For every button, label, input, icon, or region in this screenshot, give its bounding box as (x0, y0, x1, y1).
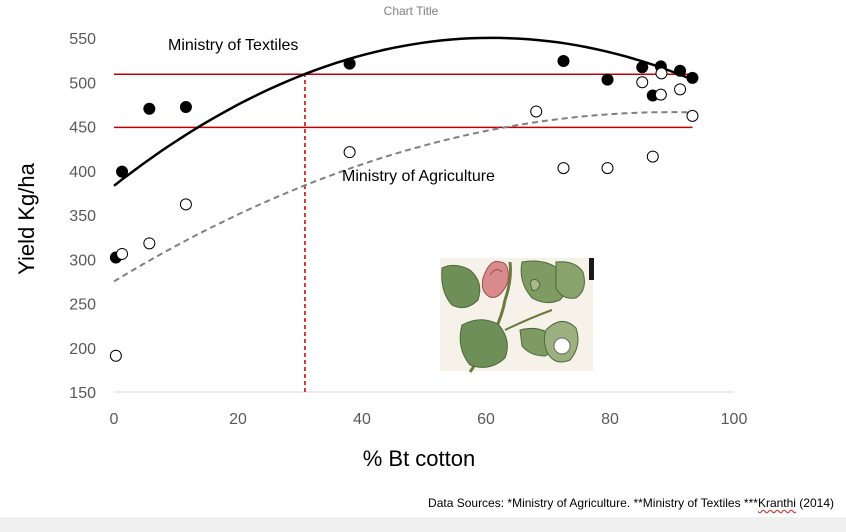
textiles-data-point (636, 61, 649, 74)
x-axis-ticks: 0 20 40 60 80 100 (110, 411, 748, 428)
agriculture-data-point (143, 237, 156, 250)
data-sources-year: (2014) (795, 496, 834, 510)
data-sources-author: Kranthi (757, 496, 796, 510)
y-tick-label: 550 (69, 31, 96, 48)
agriculture-data-point (646, 150, 659, 163)
annotation-ministry-of-textiles: Ministry of Textiles (168, 37, 298, 54)
data-sources-note: Data Sources: *Ministry of Agriculture. … (0, 496, 834, 510)
trendline-ministry-of-textiles (113, 36, 693, 187)
agriculture-data-point (654, 88, 667, 101)
agriculture-data-point (530, 105, 543, 118)
y-tick-label: 250 (69, 297, 96, 314)
agriculture-data-point (674, 83, 687, 96)
y-tick-label: 150 (69, 385, 96, 402)
y-axis-label: Yield Kg/ha (14, 162, 39, 274)
textiles-data-point (143, 102, 156, 115)
chart-title: Chart Title (384, 4, 439, 18)
agriculture-data-point (601, 162, 614, 175)
data-points (109, 55, 699, 362)
x-tick-label: 100 (721, 411, 748, 428)
agriculture-data-point (343, 146, 356, 159)
x-tick-label: 60 (477, 411, 495, 428)
y-tick-label: 500 (69, 75, 96, 92)
y-axis-ticks: 150 200 250 300 350 400 450 500 550 (69, 31, 96, 402)
data-sources-text: Data Sources: *Ministry of Agriculture. … (428, 496, 758, 510)
textiles-data-point (116, 165, 129, 178)
agriculture-data-point (557, 162, 570, 175)
cotton-plant-illustration (440, 258, 594, 373)
agriculture-data-point (109, 349, 122, 362)
y-tick-label: 200 (69, 341, 96, 358)
textiles-data-point (686, 71, 699, 84)
textiles-data-point (343, 57, 356, 70)
x-tick-label: 40 (353, 411, 371, 428)
agriculture-data-point (655, 67, 668, 80)
trendline-ministry-of-agriculture (113, 111, 693, 283)
agriculture-data-point (636, 76, 649, 89)
x-axis-label: % Bt cotton (363, 446, 476, 471)
y-tick-label: 350 (69, 208, 96, 225)
y-tick-label: 400 (69, 164, 96, 181)
x-tick-label: 0 (110, 411, 119, 428)
x-tick-label: 20 (229, 411, 247, 428)
y-tick-label: 450 (69, 120, 96, 137)
textiles-data-point (557, 55, 570, 68)
y-tick-label: 300 (69, 252, 96, 269)
agriculture-data-point (179, 198, 192, 211)
trendlines (113, 36, 693, 283)
textiles-data-point (601, 73, 614, 86)
reference-lines (114, 73, 693, 392)
textiles-data-point (674, 64, 687, 77)
bottom-bar (0, 517, 846, 532)
agriculture-data-point (686, 109, 699, 122)
agriculture-data-point (116, 247, 129, 260)
annotation-ministry-of-agriculture: Ministry of Agriculture (342, 168, 495, 185)
textiles-data-point (179, 101, 192, 114)
x-tick-label: 80 (601, 411, 619, 428)
